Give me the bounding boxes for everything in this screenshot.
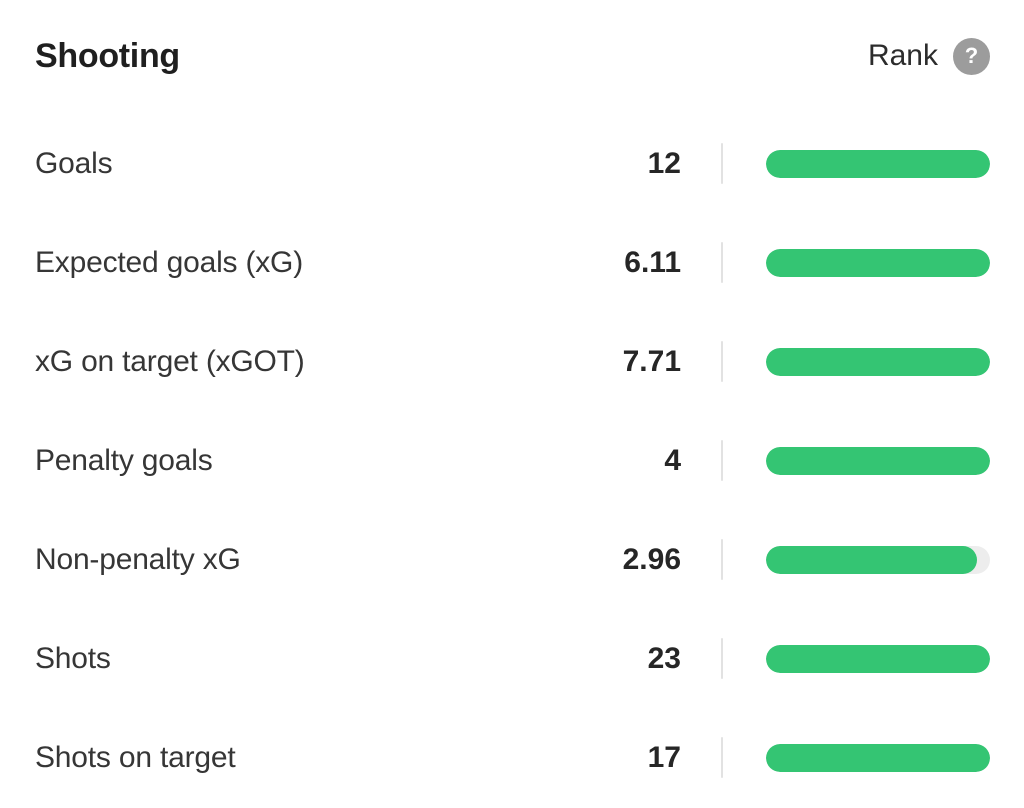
stat-value: 17	[647, 740, 681, 774]
question-mark-glyph: ?	[964, 43, 979, 68]
rank-bar-fill	[766, 248, 990, 277]
divider-line	[721, 143, 723, 184]
stat-label: Shots	[35, 641, 111, 675]
divider-line	[721, 638, 723, 679]
rank-bar-track	[766, 644, 990, 673]
rank-bar-fill	[766, 446, 990, 475]
divider-line	[721, 242, 723, 283]
stat-label: xG on target (xGOT)	[35, 344, 305, 378]
stat-value: 12	[647, 146, 681, 180]
stat-row: Goals 12	[35, 114, 990, 213]
stat-label: Non-penalty xG	[35, 542, 241, 576]
stat-row: Shots on target 17	[35, 708, 990, 807]
rank-bar-fill	[766, 149, 990, 178]
stat-row: Expected goals (xG) 6.11	[35, 213, 990, 312]
stat-value: 23	[647, 641, 681, 675]
rank-column-label: Rank	[867, 39, 938, 72]
rank-bar-fill	[766, 743, 990, 772]
stat-row: Penalty goals 4	[35, 411, 990, 510]
stats-list: Goals 12 Expected goals (xG) 6.11 xG on …	[35, 114, 990, 807]
stat-row: Non-penalty xG 2.96	[35, 510, 990, 609]
stat-value: 4	[664, 443, 681, 477]
stat-row: xG on target (xGOT) 7.71	[35, 312, 990, 411]
panel-header: Shooting Rank ?	[35, 30, 990, 82]
rank-header: Rank ?	[867, 37, 990, 75]
stat-label: Shots on target	[35, 740, 236, 774]
rank-bar-track	[766, 446, 990, 475]
stat-label: Goals	[35, 146, 113, 180]
rank-bar-track	[766, 248, 990, 277]
rank-bar-track	[766, 347, 990, 376]
rank-bar-fill	[766, 644, 990, 673]
panel-title: Shooting	[35, 36, 180, 75]
rank-bar-track	[766, 149, 990, 178]
divider-line	[721, 737, 723, 778]
divider-line	[721, 440, 723, 481]
stat-row: Shots 23	[35, 609, 990, 708]
stat-value: 7.71	[622, 344, 681, 378]
divider-line	[721, 539, 723, 580]
rank-bar-track	[766, 545, 990, 574]
rank-bar-fill	[766, 545, 977, 574]
rank-bar-track	[766, 743, 990, 772]
stat-value: 6.11	[624, 245, 681, 279]
help-icon[interactable]: ?	[953, 37, 990, 75]
stat-label: Expected goals (xG)	[35, 245, 303, 279]
rank-bar-fill	[766, 347, 990, 376]
stat-value: 2.96	[622, 542, 681, 576]
stat-label: Penalty goals	[35, 443, 213, 477]
divider-line	[721, 341, 723, 382]
